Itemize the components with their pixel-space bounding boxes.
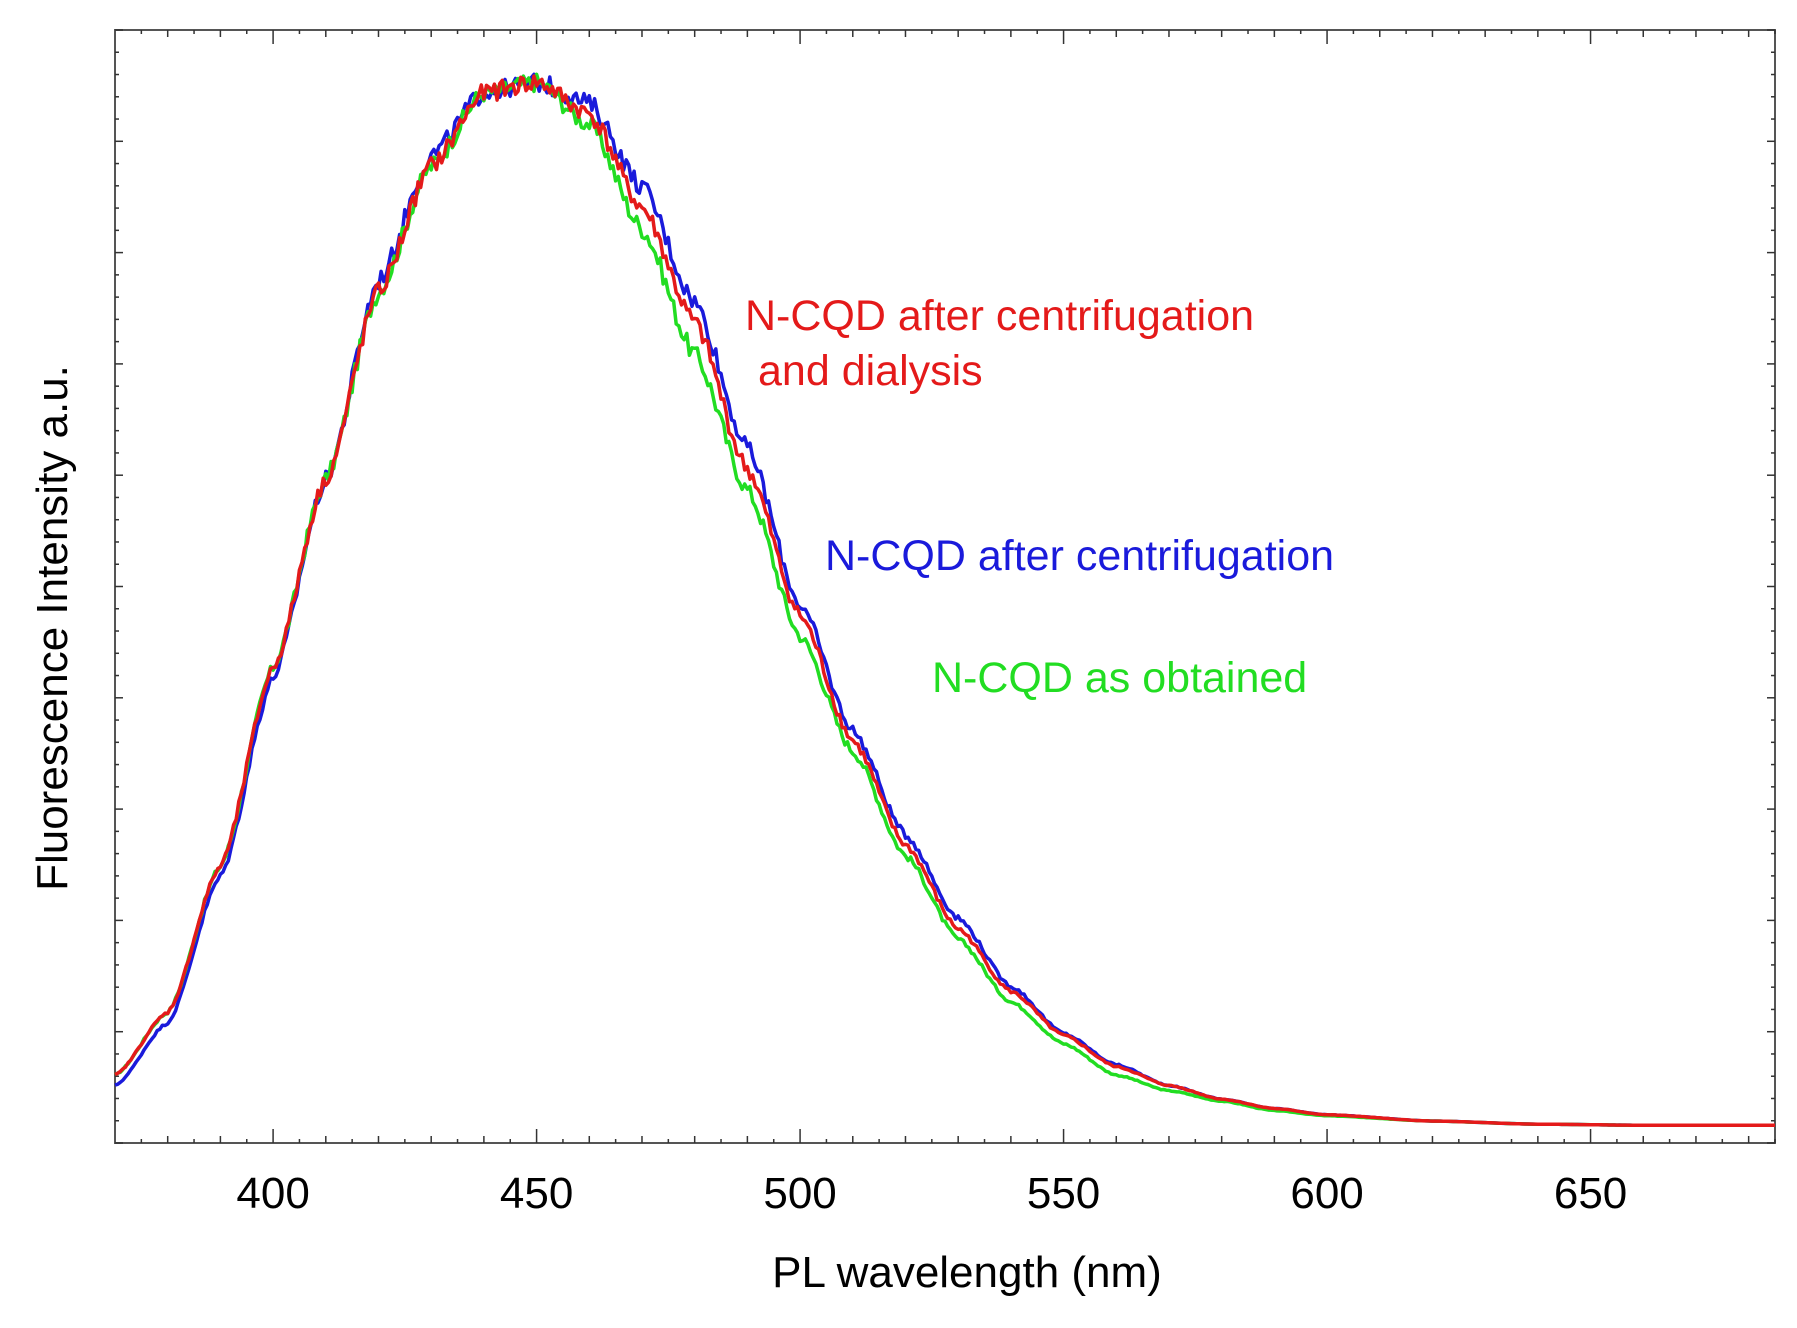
x-axis-title: PL wavelength (nm) — [772, 1248, 1162, 1297]
x-tick-label: 600 — [1290, 1169, 1363, 1218]
series-layer — [114, 72, 1775, 1128]
y-axis-title: Fluorescence Intensity a.u. — [28, 365, 77, 891]
x-tick-label: 550 — [1027, 1169, 1100, 1218]
annotation-dialysis-line2: and dialysis — [758, 347, 983, 395]
x-tick-label: 400 — [236, 1169, 309, 1218]
x-tick-labels: 400 450 500 550 600 650 — [236, 1169, 1627, 1218]
axis-ticks — [115, 29, 1776, 1144]
annotation-as-obtained: N-CQD as obtained — [932, 654, 1307, 702]
x-tick-label: 650 — [1554, 1169, 1627, 1218]
x-tick-label: 450 — [500, 1169, 573, 1218]
annotation-centrifugation: N-CQD after centrifugation — [825, 532, 1334, 580]
x-tick-label: 500 — [763, 1169, 836, 1218]
series-line-n-cqd-after-centrifugation-and-dialysis — [114, 74, 1775, 1128]
annotation-dialysis-line1: N-CQD after centrifugation — [745, 292, 1254, 340]
